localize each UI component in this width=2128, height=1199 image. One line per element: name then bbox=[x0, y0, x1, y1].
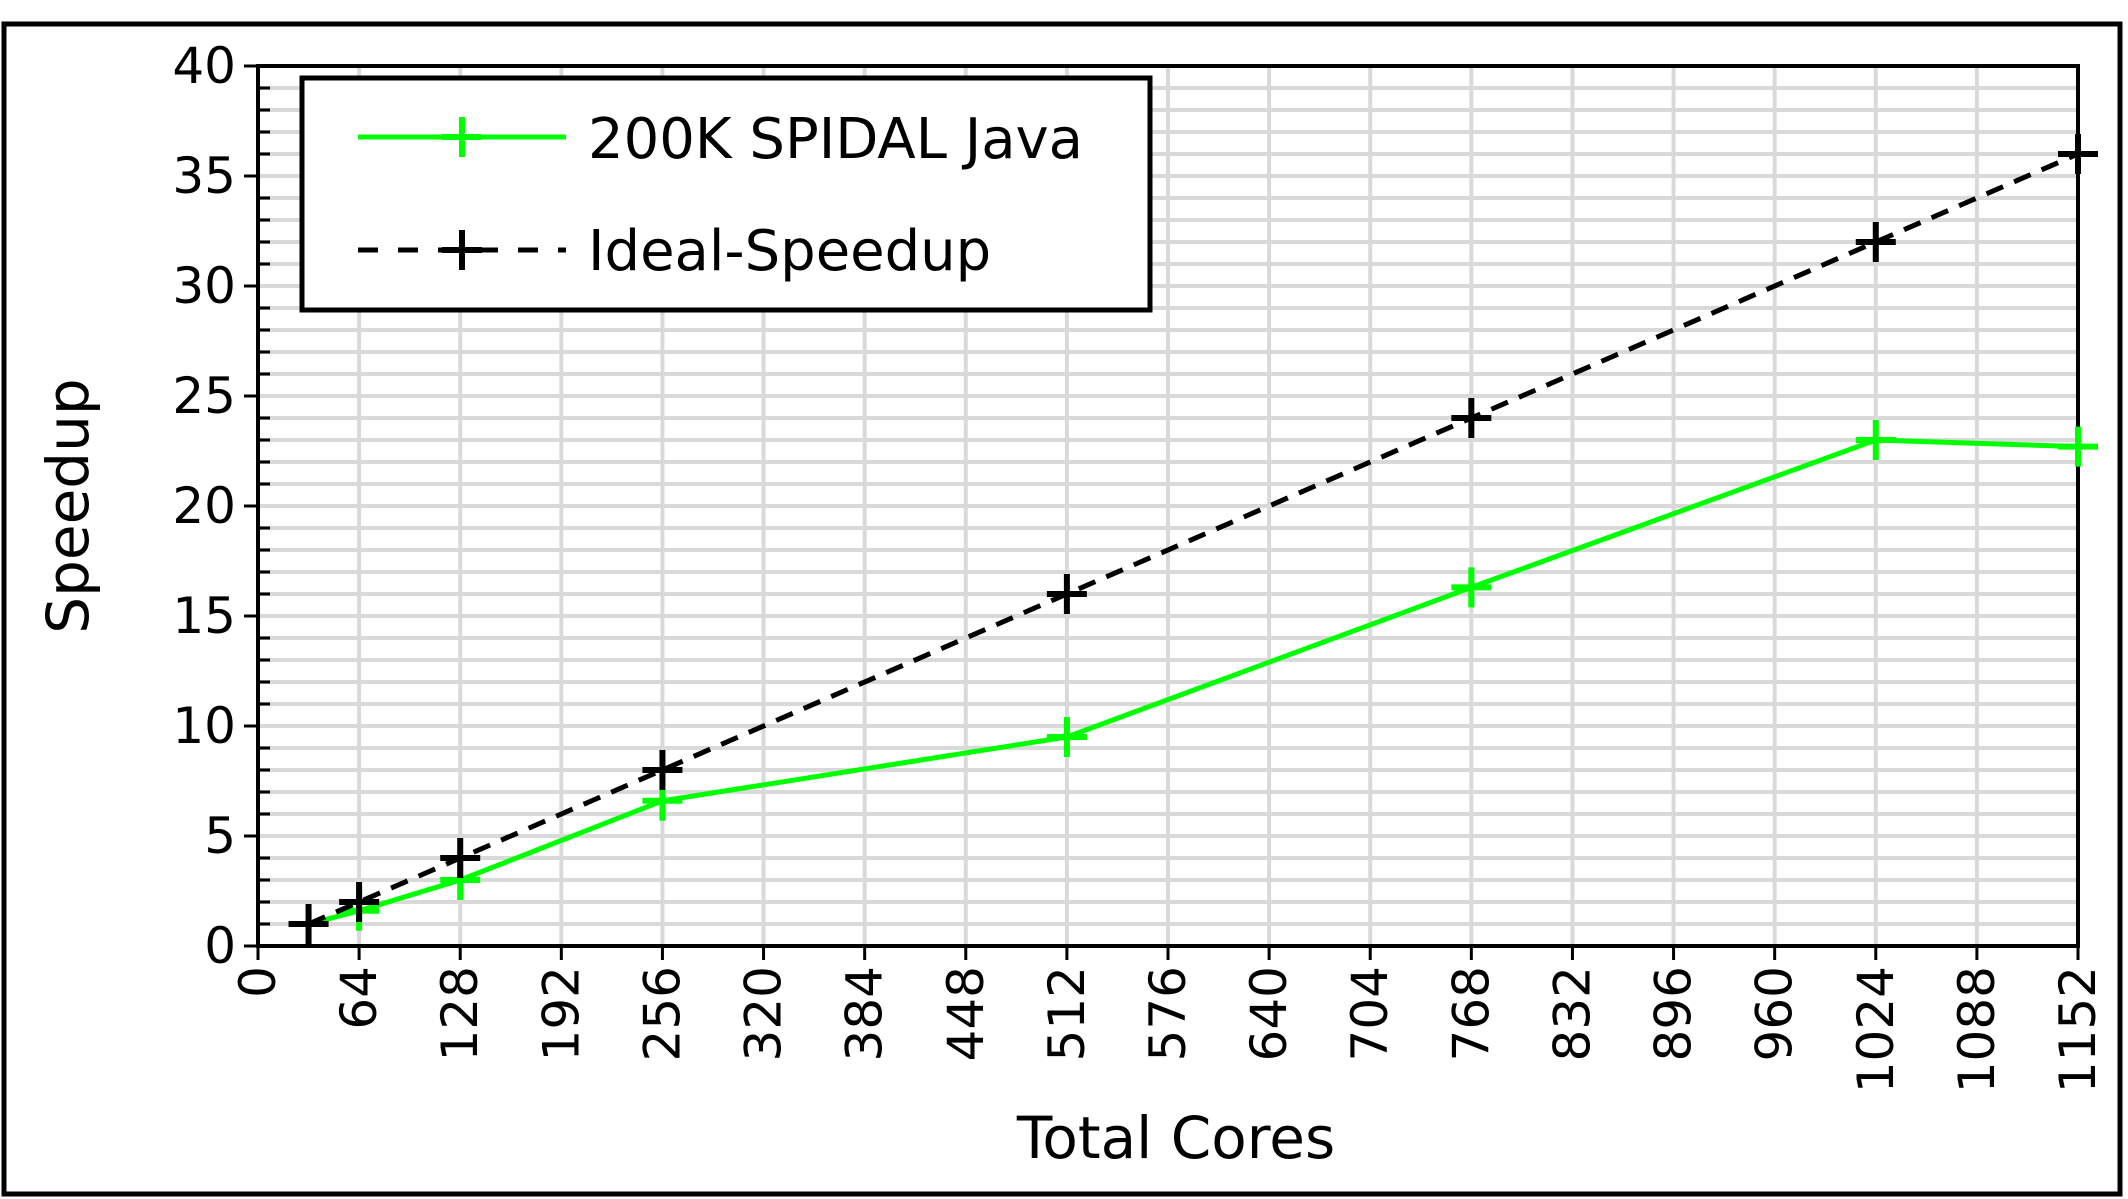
x-tick-label: 128 bbox=[431, 966, 489, 1061]
data-point-ideal bbox=[288, 904, 329, 944]
data-point-ideal bbox=[642, 750, 683, 790]
legend-label-spidal: 200K SPIDAL Java bbox=[588, 107, 1083, 172]
x-tick-label: 1024 bbox=[1847, 966, 1905, 1093]
series-line-spidal bbox=[307, 437, 2079, 927]
y-axis-title: Speedup bbox=[34, 378, 102, 633]
x-tick-label: 832 bbox=[1543, 966, 1601, 1061]
x-tick-label: 64 bbox=[330, 966, 388, 1030]
x-tick-label: 960 bbox=[1746, 966, 1804, 1061]
series bbox=[288, 134, 2098, 944]
legend: 200K SPIDAL Java Ideal-Speedup bbox=[299, 75, 1153, 313]
x-tick-label: 1088 bbox=[1948, 966, 2006, 1093]
y-tick-label: 10 bbox=[172, 697, 236, 755]
data-point-ideal bbox=[1855, 222, 1896, 262]
x-tick-label: 0 bbox=[229, 966, 287, 998]
data-point-ideal bbox=[2058, 134, 2098, 174]
y-tick-label: 40 bbox=[172, 37, 236, 95]
x-tick-label: 384 bbox=[836, 966, 894, 1061]
data-point-ideal bbox=[1451, 398, 1492, 438]
data-point-spidal bbox=[1855, 420, 1896, 460]
data-point-spidal bbox=[1046, 717, 1087, 757]
x-tick-label: 320 bbox=[735, 966, 793, 1061]
y-tick-label: 0 bbox=[204, 917, 236, 975]
x-tick-label: 512 bbox=[1038, 966, 1096, 1061]
x-tick-label: 256 bbox=[633, 966, 691, 1061]
legend-swatches bbox=[358, 117, 566, 270]
y-tick-label: 30 bbox=[172, 257, 236, 315]
data-point-spidal bbox=[2058, 426, 2098, 467]
series-line-ideal bbox=[307, 151, 2079, 927]
data-point-ideal bbox=[339, 882, 380, 922]
data-point-spidal bbox=[1451, 567, 1492, 608]
legend-label-ideal: Ideal-Speedup bbox=[588, 219, 991, 284]
x-tick-label: 704 bbox=[1341, 966, 1399, 1061]
x-tick-label: 768 bbox=[1442, 966, 1500, 1061]
tick-labels: 0 5 10 15 20 25 30 35 40 0 64 128 192 256 320 384 448 512… bbox=[172, 37, 2107, 1093]
data-point-ideal bbox=[440, 838, 481, 878]
x-tick-label: 448 bbox=[937, 966, 995, 1061]
x-tick-label: 576 bbox=[1139, 966, 1197, 1061]
legend-box bbox=[299, 75, 1153, 313]
legend-marker-spidal bbox=[442, 117, 482, 157]
y-tick-label: 20 bbox=[172, 477, 236, 535]
x-axis-title: Total Cores bbox=[1016, 1104, 1335, 1172]
y-tick-label: 35 bbox=[172, 147, 236, 205]
axes bbox=[244, 64, 2080, 960]
y-tick-label: 25 bbox=[172, 367, 236, 425]
x-tick-label: 640 bbox=[1240, 966, 1298, 1061]
x-tick-label: 192 bbox=[532, 966, 590, 1061]
x-tick-label: 1152 bbox=[2049, 966, 2107, 1093]
legend-marker-ideal bbox=[442, 230, 482, 270]
data-point-ideal bbox=[1046, 574, 1087, 614]
y-tick-label: 15 bbox=[172, 587, 236, 645]
x-tick-label: 896 bbox=[1645, 966, 1703, 1061]
y-tick-label: 5 bbox=[204, 807, 236, 865]
